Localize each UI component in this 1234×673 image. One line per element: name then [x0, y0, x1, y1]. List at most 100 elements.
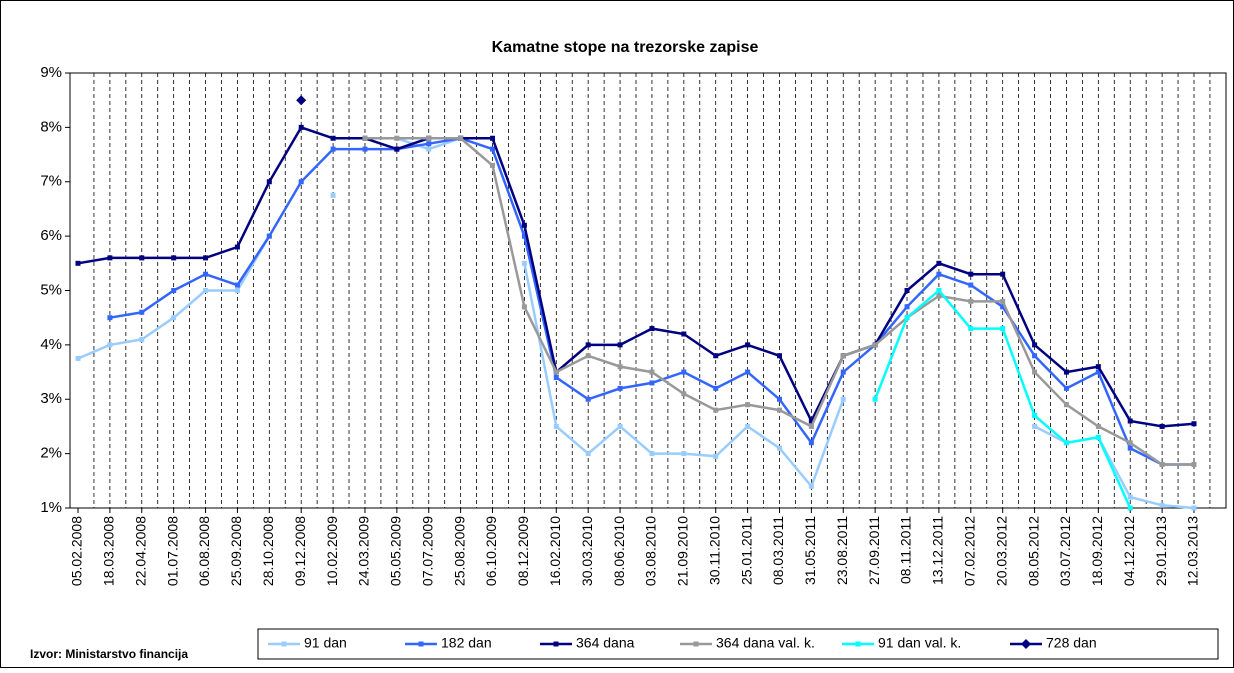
- y-tick-label: 9%: [40, 64, 62, 81]
- x-tick-label: 30.03.2010: [579, 516, 595, 586]
- point-marker: [713, 385, 719, 391]
- point-marker: [75, 260, 81, 266]
- y-tick-label: 4%: [40, 336, 62, 353]
- point-marker: [840, 369, 846, 375]
- point-marker: [296, 95, 307, 106]
- point-marker: [1095, 423, 1101, 429]
- point-marker: [585, 451, 591, 457]
- point-marker: [776, 396, 782, 402]
- point-marker: [713, 407, 719, 413]
- point-marker: [808, 483, 814, 489]
- point-marker: [936, 293, 942, 299]
- x-tick-label: 25.09.2008: [228, 516, 244, 586]
- point-marker: [936, 260, 942, 266]
- point-marker: [1191, 421, 1197, 427]
- point-marker: [585, 342, 591, 348]
- point-marker: [1191, 505, 1197, 511]
- point-marker: [617, 342, 623, 348]
- point-marker: [904, 304, 910, 310]
- point-marker: [968, 298, 974, 304]
- point-marker: [776, 407, 782, 413]
- point-marker: [745, 423, 751, 429]
- point-marker: [394, 146, 400, 152]
- y-tick-label: 6%: [40, 227, 62, 244]
- point-marker: [1159, 502, 1165, 508]
- point-marker: [840, 353, 846, 359]
- source-note: Izvor: Ministarstvo financija: [30, 647, 188, 661]
- x-tick-label: 20.03.2012: [993, 516, 1009, 586]
- point-marker: [1159, 462, 1165, 467]
- point-marker: [1000, 326, 1006, 332]
- legend-marker: [855, 641, 861, 647]
- series-line: [77, 125, 1195, 428]
- point-marker: [681, 451, 687, 457]
- x-tick-label: 18.09.2012: [1089, 516, 1105, 586]
- point-marker: [681, 331, 687, 337]
- point-marker: [234, 288, 240, 293]
- point-marker: [1191, 462, 1197, 467]
- x-tick-label: 27.09.2011: [866, 516, 882, 585]
- point-marker: [107, 342, 113, 348]
- x-tick-label: 04.12.2012: [1121, 516, 1137, 586]
- point-marker: [394, 135, 400, 141]
- x-tick-label: 28.10.2008: [260, 516, 276, 586]
- y-tick-label: 5%: [40, 281, 62, 298]
- point-marker: [1000, 298, 1006, 304]
- point-marker: [171, 255, 177, 261]
- point-marker: [904, 315, 910, 321]
- point-marker: [107, 315, 113, 321]
- point-marker: [585, 353, 591, 359]
- point-marker: [808, 418, 814, 424]
- point-marker: [330, 192, 336, 198]
- point-marker: [617, 364, 623, 370]
- point-marker: [203, 255, 209, 261]
- legend-marker: [281, 641, 287, 647]
- point-marker: [745, 402, 751, 408]
- point-marker: [266, 179, 272, 185]
- point-marker: [872, 342, 878, 348]
- point-marker: [776, 353, 782, 359]
- point-marker: [1095, 369, 1101, 375]
- point-marker: [139, 336, 145, 342]
- point-marker: [681, 369, 687, 375]
- x-tick-label: 01.07.2008: [164, 516, 180, 586]
- legend-label: 91 dan val. k.: [878, 635, 961, 651]
- x-tick-label: 09.12.2008: [292, 516, 308, 586]
- point-marker: [649, 369, 655, 375]
- point-marker: [1032, 342, 1038, 348]
- legend-label: 182 dan: [441, 635, 492, 651]
- plot-area: [69, 72, 1227, 509]
- y-tick-label: 8%: [40, 118, 62, 135]
- point-marker: [458, 135, 464, 141]
- x-tick-label: 24.03.2009: [356, 516, 372, 586]
- point-marker: [840, 396, 846, 402]
- point-marker: [234, 282, 240, 288]
- legend-marker: [553, 641, 559, 647]
- x-tick-label: 07.07.2009: [419, 516, 435, 586]
- x-tick-label: 05.05.2009: [388, 516, 404, 586]
- point-marker: [968, 326, 974, 332]
- point-marker: [1063, 440, 1069, 446]
- point-marker: [521, 233, 527, 239]
- point-marker: [426, 135, 432, 141]
- legend-label: 728 dan: [1046, 635, 1097, 651]
- x-tick-label: 08.05.2012: [1025, 516, 1041, 586]
- point-marker: [1063, 402, 1069, 408]
- legend-label: 364 dana val. k.: [716, 635, 815, 651]
- point-marker: [968, 282, 974, 288]
- point-marker: [1063, 385, 1069, 391]
- x-tick-label: 31.05.2011: [802, 516, 818, 585]
- x-tick-label: 06.08.2008: [196, 516, 212, 586]
- x-tick-label: 30.11.2010: [706, 516, 722, 585]
- x-tick-label: 06.10.2009: [483, 516, 499, 586]
- point-marker: [107, 255, 113, 261]
- point-marker: [362, 135, 368, 141]
- x-tick-label: 29.01.2013: [1153, 516, 1169, 586]
- x-tick-label: 10.02.2009: [324, 516, 340, 586]
- point-marker: [75, 355, 81, 361]
- x-tick-label: 08.11.2011: [898, 516, 914, 584]
- point-marker: [649, 380, 655, 386]
- point-marker: [521, 260, 527, 266]
